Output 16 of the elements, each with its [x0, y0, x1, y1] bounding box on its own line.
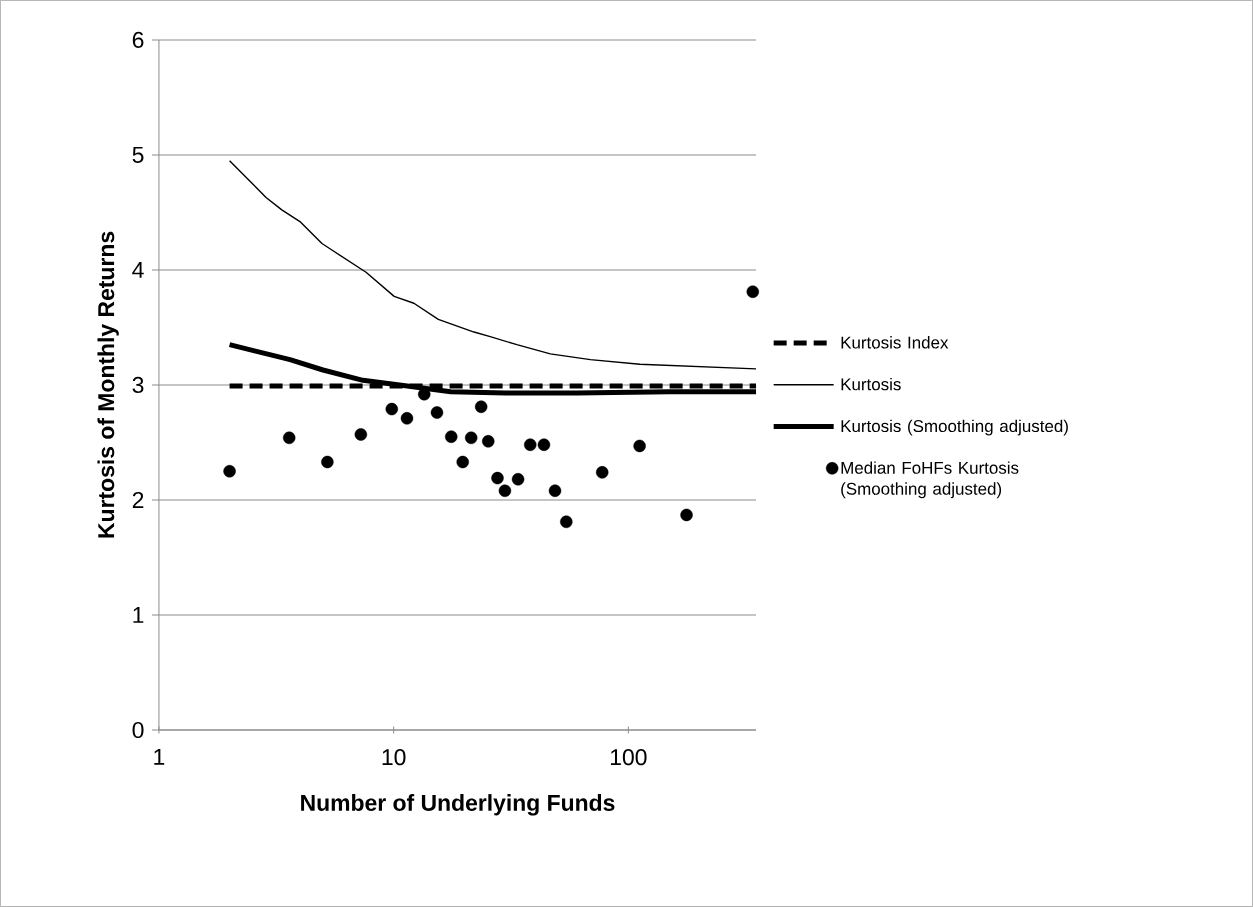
legend-label: Kurtosis: [841, 377, 901, 391]
y-tick-label: 5: [132, 146, 144, 163]
y-tick-label: 6: [132, 31, 144, 49]
y-tick-label: 0: [132, 721, 144, 739]
legend-label: Kurtosis (Smoothing adjusted): [841, 419, 1068, 436]
y-tick-label: 3: [132, 376, 144, 394]
legend-label: Median FoHFs Kurtosis (Smoothing adjusted): [841, 461, 1019, 499]
x-axis-title: Number of Underlying Funds: [301, 794, 615, 816]
x-tick-label: 10: [382, 749, 406, 766]
legend-label: Kurtosis Index: [841, 336, 949, 349]
y-axis-title: Kurtosis of Monthly Returns: [97, 231, 119, 538]
x-tick-label: 1: [154, 749, 165, 765]
y-tick-label: 2: [132, 492, 144, 508]
y-tick-label: 4: [132, 262, 144, 278]
y-tick-label: 1: [133, 607, 144, 623]
x-tick-label: 100: [610, 749, 647, 766]
